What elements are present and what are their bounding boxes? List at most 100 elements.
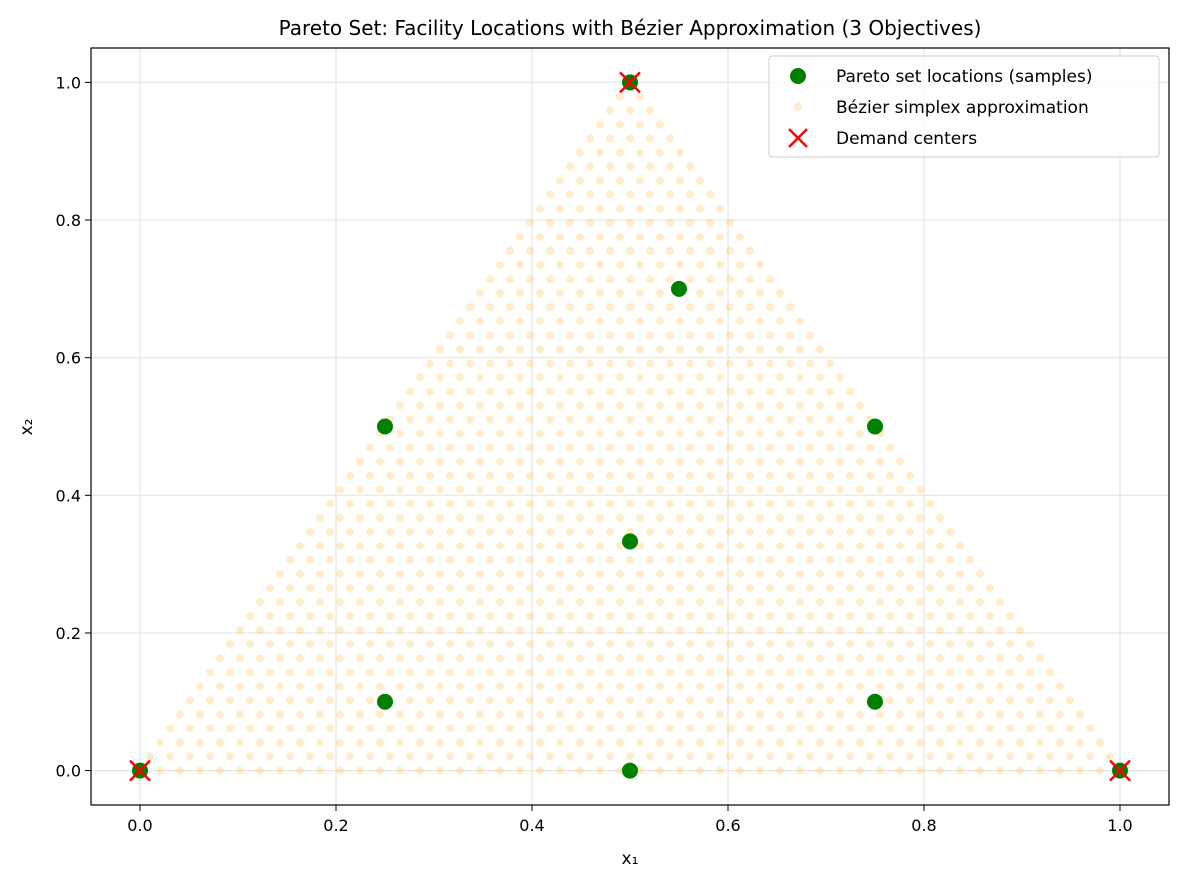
bezier-point [516,232,524,241]
bezier-point [326,499,334,508]
bezier-point [516,429,524,438]
bezier-point [976,710,984,719]
bezier-point [216,738,224,747]
bezier-point [626,246,634,255]
bezier-point [486,331,494,340]
bezier-point [726,668,734,677]
bezier-point [686,696,694,705]
bezier-point [746,584,754,593]
bezier-point [696,176,704,185]
bezier-point [956,682,964,691]
bezier-point [586,303,594,312]
bezier-point [786,303,794,312]
bezier-point [976,626,984,635]
bezier-point [696,569,704,578]
bezier-point [1006,612,1014,621]
bezier-point [426,415,434,424]
bezier-point [796,429,804,438]
bezier-point [626,331,634,340]
bezier-point [716,682,724,691]
bezier-point [966,724,974,733]
bezier-point [226,696,234,705]
bezier-point [296,682,304,691]
bezier-point [286,668,294,677]
bezier-point [876,569,884,578]
bezier-point [766,471,774,480]
bezier-point [296,766,304,775]
bezier-point [756,541,764,550]
bezier-point [896,598,904,607]
bezier-point [676,541,684,550]
bezier-point [256,626,264,635]
bezier-point [446,499,454,508]
bezier-point [516,766,524,775]
legend-label-pareto: Pareto set locations (samples) [836,67,1092,87]
bezier-point [636,682,644,691]
bezier-point [436,682,444,691]
bezier-point [646,275,654,284]
bezier-point [766,303,774,312]
bezier-point [586,359,594,368]
bezier-point [856,513,864,522]
bezier-point [326,612,334,621]
bezier-point [936,766,944,775]
bezier-point [936,513,944,522]
bezier-point [1076,710,1084,719]
bezier-point [696,429,704,438]
bezier-point [686,303,694,312]
bezier-point [316,541,324,550]
bezier-point [726,387,734,396]
bezier-point [896,682,904,691]
bezier-point [526,668,534,677]
bezier-point [626,303,634,312]
bezier-point [676,513,684,522]
bezier-point [536,598,544,607]
bezier-point [226,640,234,649]
bezier-point [896,738,904,747]
bezier-point [696,317,704,326]
bezier-point [816,373,824,382]
bezier-point [496,541,504,550]
bezier-point [576,485,584,494]
bezier-point [866,555,874,564]
bezier-point [686,246,694,255]
bezier-point [456,598,464,607]
bezier-point [476,738,484,747]
bezier-point [726,527,734,536]
bezier-point [296,569,304,578]
bezier-point [776,654,784,663]
bezier-point [346,724,354,733]
bezier-point [366,443,374,452]
bezier-point [676,485,684,494]
bezier-point [696,710,704,719]
bezier-point [416,513,424,522]
bezier-point [456,317,464,326]
bezier-point [766,499,774,508]
bezier-point [286,584,294,593]
bezier-point [356,766,364,775]
bezier-point [466,359,474,368]
bezier-point [736,541,744,550]
bezier-point [676,710,684,719]
bezier-point [906,668,914,677]
bezier-point [746,415,754,424]
bezier-point [286,724,294,733]
bezier-point [176,710,184,719]
bezier-point [496,569,504,578]
bezier-point [476,682,484,691]
bezier-point [556,429,564,438]
bezier-point [616,401,624,410]
bezier-point [386,471,394,480]
bezier-point [556,401,564,410]
bezier-point [656,485,664,494]
bezier-point [896,710,904,719]
bezier-point [736,766,744,775]
bezier-point [456,569,464,578]
bezier-point [626,584,634,593]
bezier-point [766,527,774,536]
bezier-point [786,387,794,396]
bezier-point [776,682,784,691]
bezier-point [656,373,664,382]
bezier-point [806,331,814,340]
y-tick-label: 0.8 [56,211,81,230]
